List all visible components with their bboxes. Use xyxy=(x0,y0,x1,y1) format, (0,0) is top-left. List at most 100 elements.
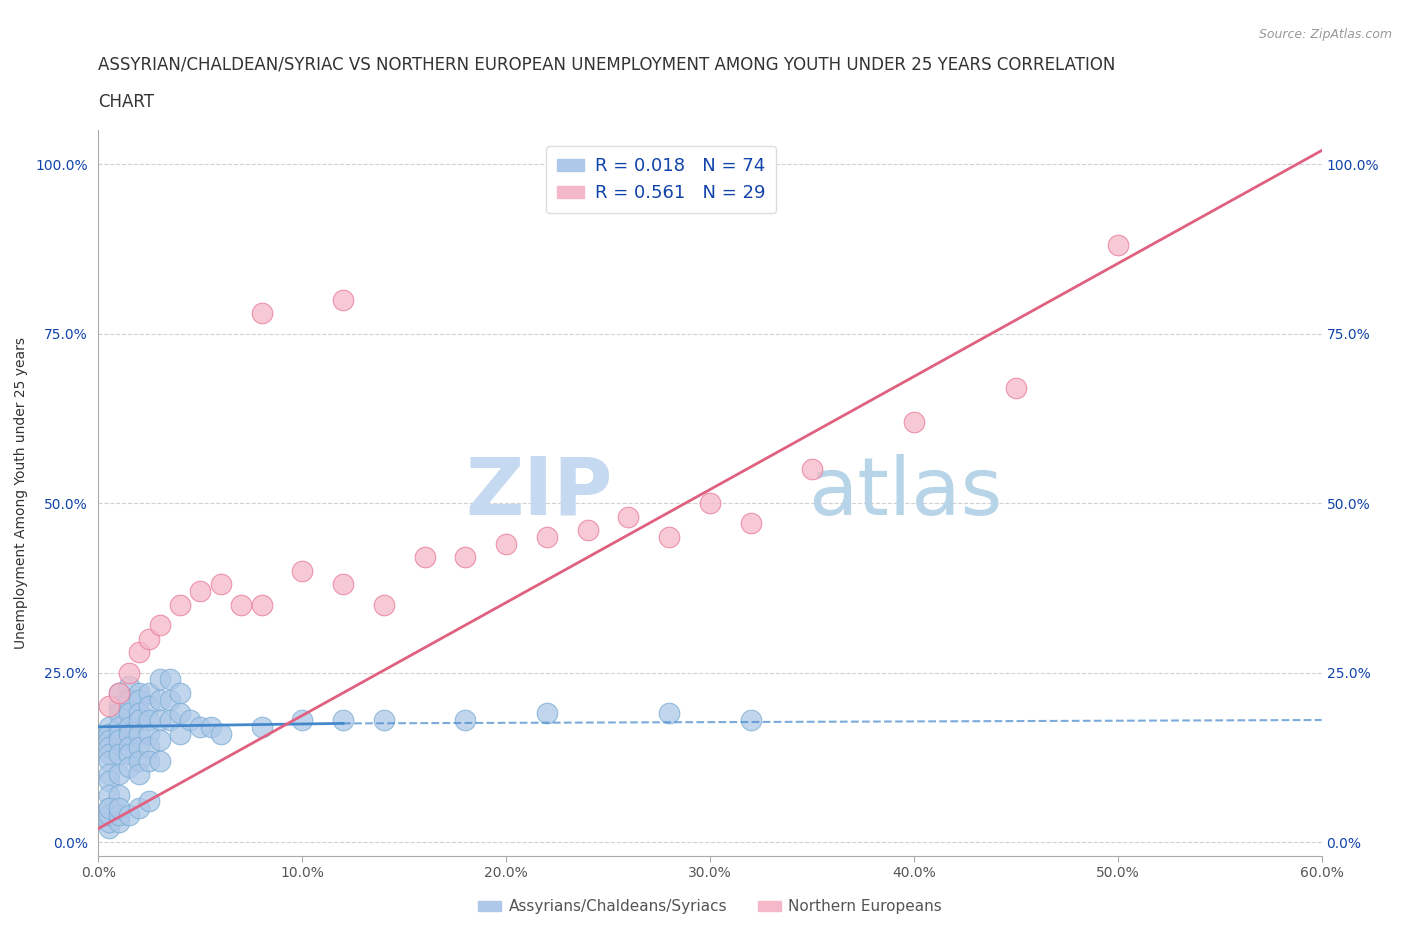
Point xyxy=(97,733,120,748)
Point xyxy=(128,739,150,754)
Point xyxy=(138,739,160,754)
Point xyxy=(118,706,141,721)
Point xyxy=(128,753,150,768)
Point xyxy=(332,712,354,727)
Point xyxy=(373,712,395,727)
Point xyxy=(138,631,160,646)
Point xyxy=(658,529,681,544)
Point xyxy=(108,801,131,816)
Point xyxy=(291,712,314,727)
Point xyxy=(128,692,150,707)
Point xyxy=(108,699,131,714)
Point xyxy=(149,692,172,707)
Point xyxy=(138,712,160,727)
Y-axis label: Unemployment Among Youth under 25 years: Unemployment Among Youth under 25 years xyxy=(14,337,28,649)
Point xyxy=(108,706,131,721)
Point xyxy=(138,685,160,700)
Point xyxy=(108,767,131,782)
Point xyxy=(740,516,762,531)
Point xyxy=(169,685,191,700)
Point xyxy=(138,794,160,809)
Point xyxy=(128,685,150,700)
Point xyxy=(250,306,273,321)
Point xyxy=(97,726,120,741)
Point xyxy=(209,577,232,591)
Point xyxy=(97,815,120,830)
Point xyxy=(149,618,172,632)
Point xyxy=(108,726,131,741)
Point xyxy=(108,685,131,700)
Text: ZIP: ZIP xyxy=(465,454,612,532)
Point xyxy=(97,739,120,754)
Point xyxy=(1107,238,1129,253)
Point xyxy=(97,807,120,822)
Point xyxy=(128,706,150,721)
Point xyxy=(576,523,599,538)
Point xyxy=(118,679,141,694)
Point xyxy=(108,733,131,748)
Point xyxy=(454,712,477,727)
Point xyxy=(291,564,314,578)
Point xyxy=(658,706,681,721)
Point xyxy=(128,712,150,727)
Text: ASSYRIAN/CHALDEAN/SYRIAC VS NORTHERN EUROPEAN UNEMPLOYMENT AMONG YOUTH UNDER 25 : ASSYRIAN/CHALDEAN/SYRIAC VS NORTHERN EUR… xyxy=(98,56,1116,73)
Point xyxy=(159,671,181,686)
Point xyxy=(1004,380,1026,395)
Point xyxy=(97,787,120,802)
Point xyxy=(149,712,172,727)
Point xyxy=(373,597,395,612)
Point xyxy=(128,644,150,659)
Point xyxy=(97,801,120,816)
Point xyxy=(159,692,181,707)
Point xyxy=(118,739,141,754)
Point xyxy=(536,706,558,721)
Point xyxy=(97,767,120,782)
Point xyxy=(617,510,640,525)
Point xyxy=(903,414,925,429)
Point xyxy=(188,719,212,734)
Point xyxy=(108,807,131,822)
Point xyxy=(97,719,120,734)
Point xyxy=(128,767,150,782)
Point xyxy=(231,597,253,612)
Point xyxy=(159,712,181,727)
Point xyxy=(536,529,558,544)
Point xyxy=(97,774,120,789)
Point xyxy=(149,733,172,748)
Point xyxy=(108,719,131,734)
Text: atlas: atlas xyxy=(808,454,1002,532)
Point xyxy=(740,712,762,727)
Point xyxy=(97,699,120,714)
Point xyxy=(332,577,354,591)
Point xyxy=(169,726,191,741)
Point xyxy=(108,815,131,830)
Point xyxy=(108,685,131,700)
Point xyxy=(209,726,232,741)
Point xyxy=(699,496,721,511)
Point xyxy=(413,550,436,565)
Point xyxy=(118,665,141,680)
Point xyxy=(138,726,160,741)
Text: Source: ZipAtlas.com: Source: ZipAtlas.com xyxy=(1258,28,1392,41)
Point xyxy=(108,787,131,802)
Point xyxy=(138,753,160,768)
Legend: Assyrians/Chaldeans/Syriacs, Northern Europeans: Assyrians/Chaldeans/Syriacs, Northern Eu… xyxy=(472,894,948,921)
Point xyxy=(495,537,517,551)
Point xyxy=(801,461,824,476)
Point xyxy=(179,712,201,727)
Point xyxy=(118,726,141,741)
Point xyxy=(250,719,273,734)
Point xyxy=(97,801,120,816)
Point xyxy=(97,753,120,768)
Text: CHART: CHART xyxy=(98,93,155,111)
Point xyxy=(118,807,141,822)
Point xyxy=(97,821,120,836)
Point xyxy=(108,747,131,762)
Point xyxy=(169,597,191,612)
Point xyxy=(128,801,150,816)
Point xyxy=(97,747,120,762)
Point xyxy=(149,671,172,686)
Point xyxy=(332,292,354,307)
Point xyxy=(200,719,222,734)
Point xyxy=(250,597,273,612)
